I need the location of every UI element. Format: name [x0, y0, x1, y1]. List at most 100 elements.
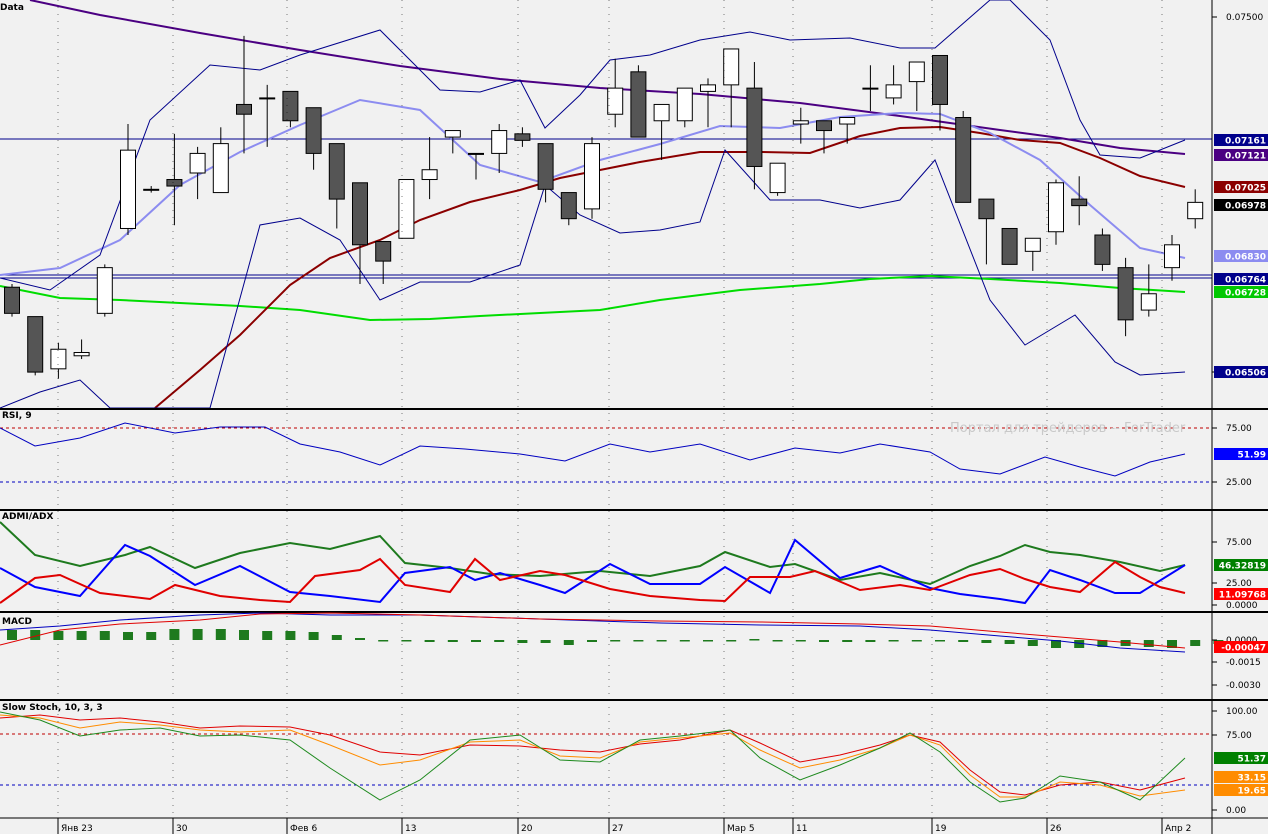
candle-body — [723, 48, 740, 86]
candle-body — [1164, 244, 1180, 269]
macd-bar — [726, 640, 737, 642]
x-label: 13 — [405, 824, 416, 834]
candle-body — [537, 143, 554, 190]
x-label: 26 — [1050, 824, 1062, 834]
macd-bar — [865, 640, 876, 642]
candle-body — [444, 130, 461, 138]
macd-bar — [517, 640, 528, 643]
price-tags: 0.07161 0.07121 0.07025 0.06978 0.06830 0.067… — [1214, 134, 1268, 797]
candle-body — [1187, 201, 1204, 220]
candle — [1164, 235, 1180, 281]
stoch-panel[interactable] — [0, 699, 1268, 819]
data-label: Data — [0, 3, 24, 13]
candle — [630, 65, 647, 138]
rsi-panel[interactable]: Портал для трейдеров -- ForTrader — [0, 408, 1268, 483]
macd-bar — [703, 640, 713, 642]
price-tag-value: -0.00047 — [1221, 644, 1266, 654]
candle-body — [514, 133, 531, 141]
price-tag-value: 0.07161 — [1225, 137, 1266, 147]
candle — [328, 143, 345, 229]
candle-body — [1117, 267, 1134, 321]
macd-bar — [633, 640, 644, 642]
macd-bar — [308, 632, 319, 640]
macd-bar — [1167, 640, 1177, 648]
candle — [421, 137, 438, 200]
axis-tick-label: -0.0030 — [1226, 681, 1261, 691]
candle — [816, 120, 832, 154]
candle — [932, 54, 948, 131]
macd-histogram — [7, 629, 1224, 648]
macd-bar — [30, 630, 41, 640]
macd-bar — [587, 640, 597, 642]
candle-body — [491, 130, 508, 154]
price-tag-box — [1214, 199, 1268, 211]
macd-bar — [7, 630, 17, 640]
candle — [1048, 179, 1064, 245]
macd-bar — [540, 640, 551, 643]
candle — [189, 146, 206, 200]
price-tag-value: 0.07025 — [1225, 184, 1266, 194]
macd-bar — [471, 640, 481, 642]
panel-labels: RSI, 9 ADMI/ADX MACD Slow Stoch, 10, 3, 3 — [2, 411, 103, 713]
x-label: Фев 6 — [290, 824, 317, 834]
price-tag-box — [1214, 559, 1268, 571]
axis-tick-label: 75.00 — [1226, 424, 1252, 434]
candle-body — [4, 286, 20, 314]
candle — [1140, 264, 1157, 317]
candle — [1024, 237, 1041, 271]
macd-bar — [888, 640, 899, 642]
candle-body — [421, 169, 438, 181]
candle-body — [468, 152, 484, 155]
macd-bar — [215, 629, 226, 640]
x-label: Мар 5 — [727, 824, 755, 834]
adx-panel[interactable] — [0, 509, 1268, 605]
candle-body — [96, 267, 113, 314]
candle — [27, 316, 44, 376]
macd-bar — [262, 631, 273, 640]
macd-bar — [378, 640, 389, 642]
macd-bar — [285, 631, 296, 640]
candle-body — [607, 87, 624, 115]
price-tag-value: 46.32819 — [1219, 562, 1266, 572]
price-tag-value: 11.09768 — [1219, 591, 1266, 601]
price-tag-value: 0.06978 — [1225, 202, 1266, 212]
price-tag-box — [1214, 448, 1268, 460]
bollinger-mid-line — [0, 98, 1186, 276]
candle — [398, 179, 415, 239]
axis-tick-label: 25.00 — [1226, 478, 1252, 488]
macd-bar — [772, 640, 783, 642]
candle — [305, 107, 322, 170]
x-label: 19 — [935, 824, 947, 834]
macd-bar — [1027, 640, 1038, 646]
macd-bar — [935, 640, 945, 642]
candle — [653, 103, 670, 160]
candle — [676, 87, 693, 128]
candle-body — [1071, 198, 1088, 207]
candle — [96, 264, 113, 317]
price-tag-value: 0.06506 — [1225, 369, 1266, 379]
macd-bar — [1190, 640, 1201, 646]
price-tag-value: 19.65 — [1238, 787, 1266, 797]
candle — [1117, 257, 1134, 337]
candle-body — [560, 192, 577, 220]
candle-body — [120, 149, 136, 229]
watermark-text: Портал для трейдеров -- ForTrader — [950, 421, 1186, 436]
panel-label-macd: MACD — [2, 617, 32, 627]
price-tag-box — [1214, 134, 1268, 146]
price-tag-value: 0.06764 — [1225, 276, 1266, 286]
candle — [560, 192, 577, 226]
candle-body — [630, 71, 647, 138]
macd-bar — [123, 632, 133, 640]
candle-body — [73, 352, 90, 357]
axis-tick-label: 25.00 — [1226, 579, 1252, 589]
ma-green-line — [0, 274, 1186, 322]
candle — [1001, 227, 1018, 265]
candle-body — [352, 182, 368, 246]
candle-body — [328, 143, 345, 200]
macd-bar — [1097, 640, 1108, 647]
candle — [236, 35, 252, 154]
macd-bar — [192, 629, 203, 640]
candle — [73, 339, 90, 360]
candle — [166, 133, 183, 226]
macd-panel[interactable] — [0, 611, 1268, 653]
